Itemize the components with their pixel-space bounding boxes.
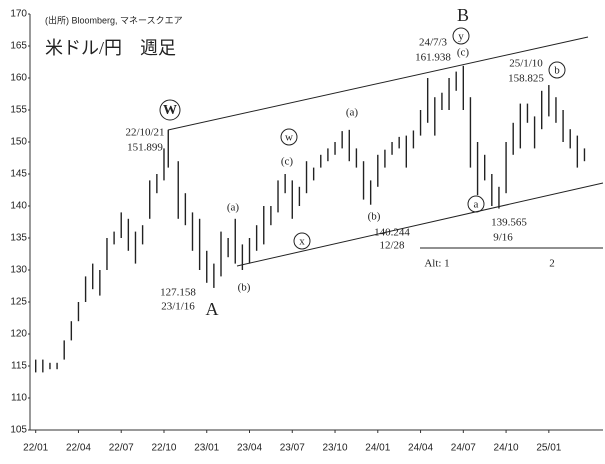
y-tick-label: 145 — [10, 169, 27, 180]
annotation: b — [554, 65, 560, 77]
annotation: 9/16 — [493, 232, 513, 244]
y-tick-label: 130 — [10, 265, 27, 276]
annotation: (a) — [346, 107, 359, 119]
annotation: w — [285, 132, 293, 144]
y-tick-label: 140 — [10, 201, 27, 212]
channel-upper — [167, 36, 589, 131]
wave-circle — [293, 232, 311, 250]
x-tick-label: 24/10 — [494, 443, 519, 454]
x-tick-label: 25/01 — [536, 443, 561, 454]
y-tick-label: 150 — [10, 137, 27, 148]
annotation: a — [474, 199, 479, 211]
annotation: x — [299, 236, 305, 248]
annotation: (b) — [238, 282, 251, 294]
chart-title: 米ドル/円 週足 — [45, 38, 176, 58]
annotation: 139.565 — [491, 217, 527, 229]
annotation: 151.899 — [127, 142, 163, 154]
annotation: 22/10/21 — [125, 127, 164, 139]
annotation: W — [163, 103, 177, 118]
channel-lower — [236, 182, 604, 267]
x-tick-label: 23/10 — [323, 443, 348, 454]
x-tick-label: 23/04 — [237, 443, 262, 454]
annotation: (b) — [368, 211, 381, 223]
annotation: y — [458, 31, 464, 43]
wave-circle — [467, 195, 485, 213]
y-tick-label: 170 — [10, 9, 27, 20]
y-tick-label: 155 — [10, 105, 27, 116]
annotation: (a) — [227, 202, 240, 214]
y-tick-label: 115 — [11, 361, 27, 372]
x-tick-label: 24/01 — [365, 443, 390, 454]
x-tick-label: 22/07 — [109, 443, 134, 454]
annotation: 12/28 — [379, 240, 405, 252]
y-tick-label: 105 — [10, 425, 27, 436]
x-tick-label: 23/07 — [280, 443, 305, 454]
wave-circle — [280, 128, 298, 146]
annotation: A — [206, 299, 219, 319]
x-tick-label: 24/04 — [408, 443, 433, 454]
annotation: 140.244 — [374, 227, 410, 239]
annotation: 161.938 — [415, 52, 451, 64]
annotation: B — [457, 5, 469, 25]
annotation: 23/1/16 — [161, 301, 195, 313]
annotation: (c) — [457, 47, 470, 59]
annotation: 158.825 — [508, 73, 544, 85]
wave-circle — [548, 61, 566, 79]
annotation: (c) — [281, 156, 294, 168]
wave-circle — [159, 99, 181, 121]
y-tick-label: 160 — [10, 73, 27, 84]
y-tick-label: 125 — [10, 297, 27, 308]
x-tick-label: 22/01 — [23, 443, 48, 454]
y-tick-label: 135 — [10, 233, 27, 244]
x-tick-label: 22/10 — [151, 443, 176, 454]
annotation: 127.158 — [160, 287, 196, 299]
annotation: 24/7/3 — [419, 37, 448, 49]
annotation: 25/1/10 — [509, 58, 543, 70]
y-tick-label: 165 — [10, 41, 27, 52]
annotation: Alt: 1 — [424, 258, 449, 270]
source: (出所) Bloomberg, マネースクエア — [45, 14, 183, 25]
x-tick-label: 23/01 — [194, 443, 219, 454]
x-tick-label: 22/04 — [66, 443, 91, 454]
wave-circle — [452, 27, 470, 45]
annotation: 2 — [549, 258, 555, 270]
y-tick-label: 120 — [10, 329, 27, 340]
x-tick-label: 24/07 — [451, 443, 476, 454]
y-tick-label: 110 — [11, 393, 27, 404]
